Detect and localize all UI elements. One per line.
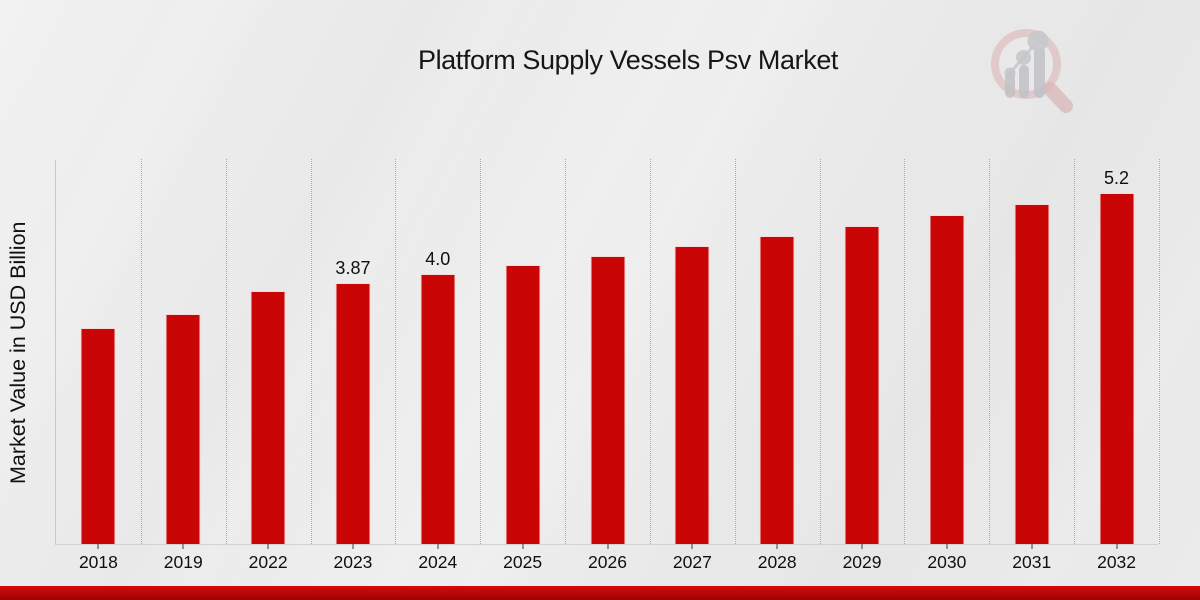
bar-2018 (80, 327, 116, 544)
x-tick-label-2029: 2029 (842, 552, 882, 572)
gridline (480, 159, 482, 544)
bar-2023 (335, 282, 371, 544)
bar-value-label-2023: 3.87 (335, 257, 371, 278)
axis-tick (97, 544, 99, 549)
axis-tick (946, 544, 948, 549)
x-tick-label-2031: 2031 (1012, 552, 1052, 572)
bar-2030 (929, 215, 965, 544)
x-tick-label-2023: 2023 (333, 552, 373, 572)
x-tick-label-2030: 2030 (927, 552, 967, 572)
x-tick-label-2025: 2025 (503, 552, 543, 572)
bar-2025 (505, 265, 541, 544)
bar-2024 (420, 273, 456, 544)
axis-tick (776, 544, 778, 549)
axis-tick (522, 544, 524, 549)
bar-2026 (590, 255, 625, 544)
axis-tick (691, 544, 693, 549)
x-tick-label-2022: 2022 (248, 552, 288, 572)
bar-value-label-2032: 5.2 (1104, 167, 1130, 188)
gridline (904, 159, 906, 544)
axis-tick (1031, 544, 1033, 549)
gridline (565, 159, 567, 544)
bar-2022 (250, 291, 286, 544)
axis-tick (861, 544, 863, 549)
magnifier-bar-chart-icon (991, 29, 1073, 113)
axis-tick (437, 544, 439, 549)
axis-tick (352, 544, 354, 549)
gridline (989, 159, 991, 544)
bar-2029 (844, 225, 880, 544)
y-axis-label: Market Value in USD Billion (6, 221, 30, 484)
plot-area: 2018 2019 2022 2023 3.87 2024 4.0 2025 2026 2027 2… (55, 159, 1160, 572)
x-tick-label-2019: 2019 (163, 552, 203, 572)
bar-2028 (759, 236, 795, 544)
axis-tick (607, 544, 608, 549)
gridline (1159, 159, 1160, 544)
x-tick-label-2018: 2018 (78, 552, 118, 572)
gridline (1074, 159, 1076, 544)
bar-value-label-2024: 4.0 (425, 248, 451, 269)
x-tick-label-2032: 2032 (1097, 552, 1137, 572)
bar-2031 (1014, 204, 1050, 544)
x-tick-label-2027: 2027 (672, 552, 712, 572)
gridline (395, 159, 397, 544)
gridline (734, 159, 736, 544)
bar-2019 (165, 314, 201, 544)
x-tick-label-2028: 2028 (757, 552, 797, 572)
gridline (649, 159, 651, 544)
gridline (140, 159, 142, 544)
gridline (310, 159, 312, 544)
gridline (225, 159, 227, 544)
gridline (819, 159, 821, 544)
axis-tick (1116, 544, 1118, 549)
x-tick-label-2024: 2024 (418, 552, 458, 572)
bottom-banner (0, 586, 1200, 600)
x-tick-label-2026: 2026 (588, 552, 627, 572)
axis-tick (267, 544, 269, 549)
brand-logo (988, 24, 1080, 116)
chart-title: Platform Supply Vessels Psv Market (417, 45, 839, 75)
bar-2032 (1099, 192, 1135, 544)
axis-tick (182, 544, 184, 549)
bar-2027 (674, 246, 710, 544)
